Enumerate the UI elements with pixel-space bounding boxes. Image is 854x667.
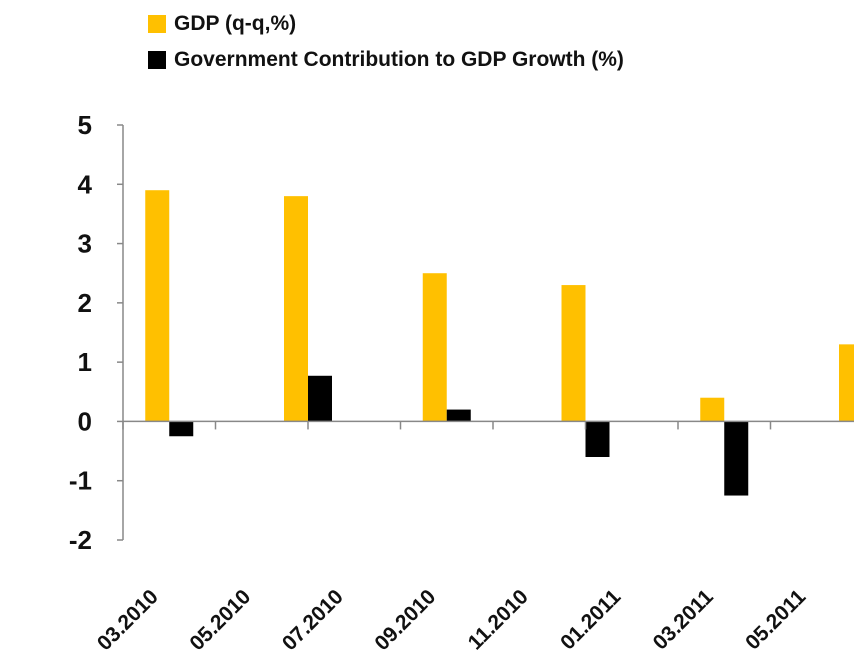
legend-label-government: Government Contribution to GDP Growth (%… — [174, 48, 624, 71]
bar-government — [308, 375, 332, 422]
bar-government — [724, 421, 749, 496]
x-tick-label: 05.2010 — [185, 585, 255, 655]
legend-label-gdp: GDP (q-q,%) — [174, 12, 297, 35]
legend-item-government: Government Contribution to GDP Growth (%… — [148, 42, 624, 78]
x-tick-label: 01.2011 — [556, 585, 625, 654]
x-tick-label: 05.2011 — [741, 585, 810, 654]
bar-gdp — [561, 285, 586, 422]
x-tick-label: 03.2011 — [649, 585, 718, 654]
bar-gdp — [422, 273, 447, 422]
y-tick-label: 4 — [78, 169, 93, 199]
y-tick-label: 2 — [78, 288, 92, 318]
y-tick-label: -2 — [69, 525, 92, 555]
bar-government — [585, 421, 610, 457]
bar-gdp — [145, 190, 170, 422]
legend: GDP (q-q,%) Government Contribution to G… — [148, 6, 624, 78]
legend-swatch-government — [148, 51, 166, 69]
bar-government — [169, 421, 194, 437]
y-tick-label: 1 — [78, 347, 92, 377]
legend-item-gdp: GDP (q-q,%) — [148, 6, 624, 42]
y-tick-label: 0 — [78, 406, 92, 436]
x-tick-label: 09.2010 — [370, 585, 440, 655]
y-tick-label: -1 — [69, 466, 92, 496]
x-tick-label: 07.2010 — [278, 585, 348, 655]
bar-government — [446, 409, 471, 422]
x-tick-label: 03.2010 — [93, 585, 163, 655]
bar-gdp — [839, 344, 854, 422]
x-tick-label: 11.2010 — [464, 585, 533, 654]
legend-swatch-gdp — [148, 15, 166, 33]
bar-gdp — [284, 196, 308, 422]
bar-gdp — [700, 397, 725, 422]
y-tick-label: 3 — [78, 229, 92, 259]
y-tick-label: 5 — [78, 110, 92, 140]
